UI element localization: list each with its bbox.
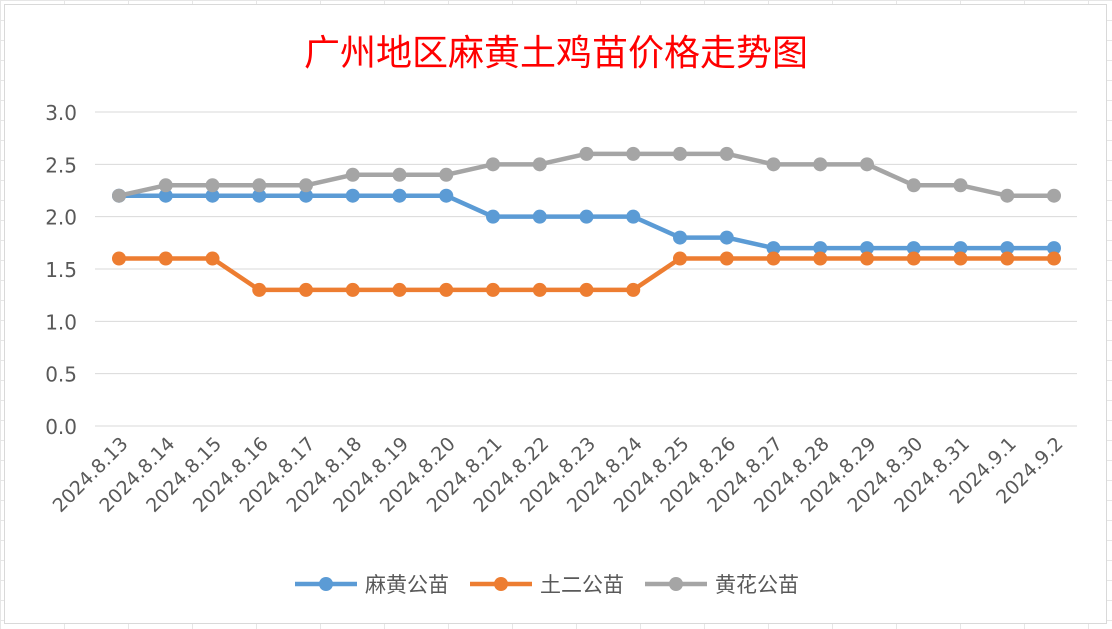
legend-label: 黄花公苗 xyxy=(715,573,799,597)
data-point xyxy=(439,282,454,297)
data-point xyxy=(719,230,734,245)
data-point xyxy=(673,230,687,245)
data-point xyxy=(626,282,641,297)
data-point xyxy=(719,146,734,161)
data-point xyxy=(299,178,313,193)
data-point xyxy=(860,157,874,172)
legend-swatch-marker xyxy=(494,577,508,591)
data-point xyxy=(953,251,968,266)
legend-label: 土二公苗 xyxy=(540,573,624,597)
x-axis-ticks: 2024.8.132024.8.142024.8.152024.8.162024… xyxy=(49,433,1068,517)
data-point xyxy=(1047,251,1061,266)
series-2 xyxy=(112,251,1061,297)
data-point xyxy=(112,251,126,266)
data-point xyxy=(1000,251,1015,266)
y-tick-label: 2.5 xyxy=(45,153,77,177)
series-3 xyxy=(112,146,1061,203)
y-tick-label: 1.5 xyxy=(45,258,77,282)
data-point xyxy=(673,146,687,161)
data-point xyxy=(392,282,407,297)
data-point xyxy=(392,167,407,182)
chart-title: 广州地区麻黄土鸡苗价格走势图 xyxy=(304,33,808,74)
line-chart: 广州地区麻黄土鸡苗价格走势图 0.0 0.5 1.0 1.5 2.0 2.5 3.0 202… xyxy=(45,33,1077,597)
series-lines xyxy=(112,146,1061,297)
data-point xyxy=(345,167,360,182)
data-point xyxy=(439,167,454,182)
data-point xyxy=(1047,188,1061,203)
data-point xyxy=(626,209,641,224)
data-point xyxy=(158,188,173,203)
data-point xyxy=(766,251,781,266)
data-point xyxy=(392,188,407,203)
legend-item[interactable]: 麻黄公苗 xyxy=(295,573,449,597)
data-point xyxy=(205,188,220,203)
data-point xyxy=(953,178,968,193)
data-point xyxy=(579,209,594,224)
data-point xyxy=(112,188,126,203)
data-point xyxy=(813,157,828,172)
chart-area[interactable]: 广州地区麻黄土鸡苗价格走势图 0.0 0.5 1.0 1.5 2.0 2.5 3.0 202… xyxy=(4,4,1107,624)
data-point xyxy=(532,209,547,224)
data-point xyxy=(906,251,921,266)
data-point xyxy=(953,241,968,256)
legend-swatch-marker xyxy=(319,577,333,591)
data-point xyxy=(906,241,921,256)
legend-label: 麻黄公苗 xyxy=(365,573,449,597)
legend-swatch-marker xyxy=(669,577,683,591)
data-point xyxy=(486,282,500,297)
y-axis-ticks: 0.0 0.5 1.0 1.5 2.0 2.5 3.0 xyxy=(45,101,77,439)
data-point xyxy=(1047,241,1061,256)
data-point xyxy=(1000,188,1015,203)
data-point xyxy=(813,241,828,256)
data-point xyxy=(532,157,547,172)
data-point xyxy=(626,146,641,161)
data-point xyxy=(1000,241,1015,256)
data-point xyxy=(439,188,454,203)
data-point xyxy=(252,178,267,193)
data-point xyxy=(486,209,500,224)
data-point xyxy=(766,157,781,172)
data-point xyxy=(906,178,921,193)
legend-item[interactable]: 黄花公苗 xyxy=(645,573,799,597)
data-point xyxy=(252,188,267,203)
legend-item[interactable]: 土二公苗 xyxy=(470,573,624,597)
data-point xyxy=(158,178,173,193)
data-point xyxy=(860,241,874,256)
data-point xyxy=(486,157,500,172)
y-tick-label: 0.5 xyxy=(45,363,77,387)
data-point xyxy=(813,251,828,266)
data-point xyxy=(205,251,220,266)
y-tick-label: 3.0 xyxy=(45,101,77,125)
data-point xyxy=(158,251,173,266)
data-point xyxy=(299,282,313,297)
data-point xyxy=(345,282,360,297)
data-point xyxy=(579,146,594,161)
data-point xyxy=(579,282,594,297)
data-point xyxy=(205,178,220,193)
data-point xyxy=(673,251,687,266)
data-point xyxy=(766,241,781,256)
data-point xyxy=(532,282,547,297)
data-point xyxy=(719,251,734,266)
y-tick-label: 2.0 xyxy=(45,206,77,230)
data-point xyxy=(345,188,360,203)
data-point xyxy=(252,282,267,297)
y-tick-label: 1.0 xyxy=(45,310,77,334)
data-point xyxy=(860,251,874,266)
data-point xyxy=(299,188,313,203)
series-1 xyxy=(112,188,1061,256)
legend[interactable]: 麻黄公苗 土二公苗 黄花公苗 xyxy=(295,573,799,597)
y-tick-label: 0.0 xyxy=(45,415,77,439)
